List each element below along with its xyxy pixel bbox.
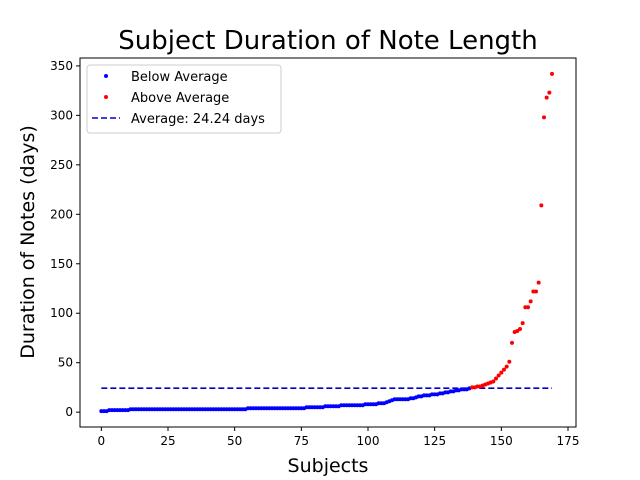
data-point xyxy=(544,95,549,100)
x-axis-ticks: 0 25 50 75 100 125 150 175 xyxy=(98,427,580,448)
x-tick-label: 150 xyxy=(490,434,513,448)
data-point xyxy=(534,289,538,294)
series-1 xyxy=(470,71,554,390)
x-axis-label: Subjects xyxy=(288,455,369,477)
legend-label-above-average: Above Average xyxy=(131,91,229,106)
x-tick-label: 0 xyxy=(98,434,106,448)
data-point xyxy=(536,280,541,285)
y-axis-label: Duration of Notes (days) xyxy=(17,125,39,359)
y-tick-label: 300 xyxy=(50,108,73,122)
legend-marker-above-average xyxy=(104,95,108,99)
data-point xyxy=(496,373,501,378)
x-tick-label: 75 xyxy=(294,434,309,448)
x-tick-label: 125 xyxy=(423,434,446,448)
y-tick-label: 0 xyxy=(65,405,73,419)
data-point xyxy=(547,90,552,95)
legend-label-average: Average: 24.24 days xyxy=(131,112,265,127)
series-0 xyxy=(99,386,472,414)
y-tick-label: 150 xyxy=(50,257,73,271)
data-point xyxy=(502,367,506,372)
data-point xyxy=(528,299,533,304)
data-point xyxy=(520,321,525,326)
y-tick-label: 100 xyxy=(50,306,73,320)
legend-marker-below-average xyxy=(104,74,108,78)
x-tick-label: 50 xyxy=(227,434,242,448)
data-point xyxy=(507,359,512,364)
x-tick-label: 100 xyxy=(357,434,380,448)
legend: Below Average Above Average Average: 24.… xyxy=(86,64,282,134)
data-point xyxy=(550,71,554,76)
legend-label-below-average: Below Average xyxy=(131,70,228,85)
y-axis-ticks: 0 50 100 150 200 250 300 350 xyxy=(50,59,80,419)
data-point xyxy=(518,327,522,332)
x-tick-label: 25 xyxy=(160,434,175,448)
y-tick-label: 250 xyxy=(50,158,73,172)
x-tick-label: 175 xyxy=(557,434,580,448)
plot-area xyxy=(99,71,554,414)
data-point xyxy=(539,203,544,208)
y-tick-label: 200 xyxy=(50,207,73,221)
data-point xyxy=(542,115,546,120)
y-tick-label: 350 xyxy=(50,59,73,73)
y-tick-label: 50 xyxy=(58,356,73,370)
axes-frame xyxy=(79,57,577,428)
data-point xyxy=(494,376,498,381)
data-point xyxy=(499,370,504,375)
data-point xyxy=(510,340,514,345)
data-point xyxy=(504,364,509,369)
legend-box xyxy=(86,64,282,134)
data-point xyxy=(491,379,496,384)
data-point xyxy=(526,305,530,310)
chart-title: Subject Duration of Note Length xyxy=(118,26,537,56)
